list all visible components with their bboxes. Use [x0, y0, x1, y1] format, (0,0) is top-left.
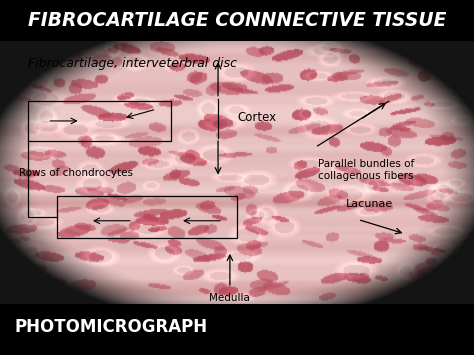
Text: Fibrocartilage, interveterbral disc: Fibrocartilage, interveterbral disc — [28, 56, 237, 70]
Text: Lacunae: Lacunae — [346, 199, 393, 209]
Text: Parallel bundles of
collagenous fibers: Parallel bundles of collagenous fibers — [318, 159, 414, 181]
Text: FIBROCARTILAGE CONNNECTIVE TISSUE: FIBROCARTILAGE CONNNECTIVE TISSUE — [28, 11, 446, 30]
Text: Cortex: Cortex — [237, 110, 276, 124]
Text: PHOTOMICROGRAPH: PHOTOMICROGRAPH — [14, 318, 207, 336]
Text: Medulla: Medulla — [210, 293, 250, 303]
Bar — [28, 101, 171, 141]
Bar — [57, 196, 237, 238]
Text: Rows of chondrocytes: Rows of chondrocytes — [19, 169, 133, 179]
